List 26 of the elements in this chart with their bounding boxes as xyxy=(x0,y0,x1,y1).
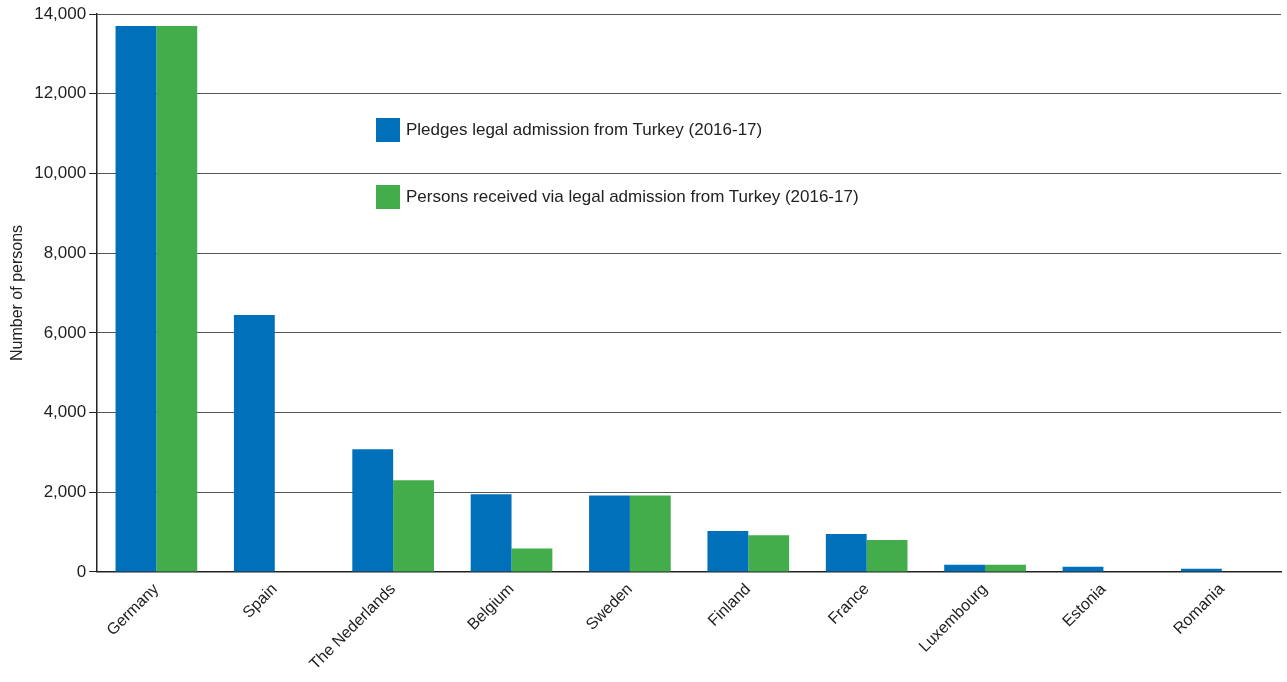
y-tick-label: 8,000 xyxy=(43,242,87,262)
bar xyxy=(985,564,1026,572)
bar xyxy=(156,25,198,572)
y-axis-title: Number of persons xyxy=(8,224,26,361)
legend-label: Pledges legal admission from Turkey (2016-17) xyxy=(406,120,763,140)
bar xyxy=(352,449,394,572)
bar xyxy=(115,25,157,572)
bar xyxy=(511,548,553,572)
bar xyxy=(944,564,986,572)
bar xyxy=(629,495,671,572)
bar xyxy=(233,314,275,572)
bar xyxy=(470,494,512,572)
bar xyxy=(393,480,434,572)
y-tick-label: 0 xyxy=(76,561,87,581)
bar xyxy=(748,535,790,572)
bar xyxy=(825,534,867,572)
y-tick-label: 2,000 xyxy=(43,481,87,501)
y-tick-label: 6,000 xyxy=(43,322,87,342)
y-tick-label: 14,000 xyxy=(34,3,87,23)
y-tick-label: 12,000 xyxy=(34,83,87,103)
legend-label: Persons received via legal admission from Turkey (2016-17) xyxy=(406,187,859,207)
bar xyxy=(589,495,630,572)
y-tick-label: 10,000 xyxy=(34,163,87,183)
y-tick-label: 4,000 xyxy=(43,402,87,422)
bar xyxy=(866,540,908,572)
bar xyxy=(707,530,749,572)
